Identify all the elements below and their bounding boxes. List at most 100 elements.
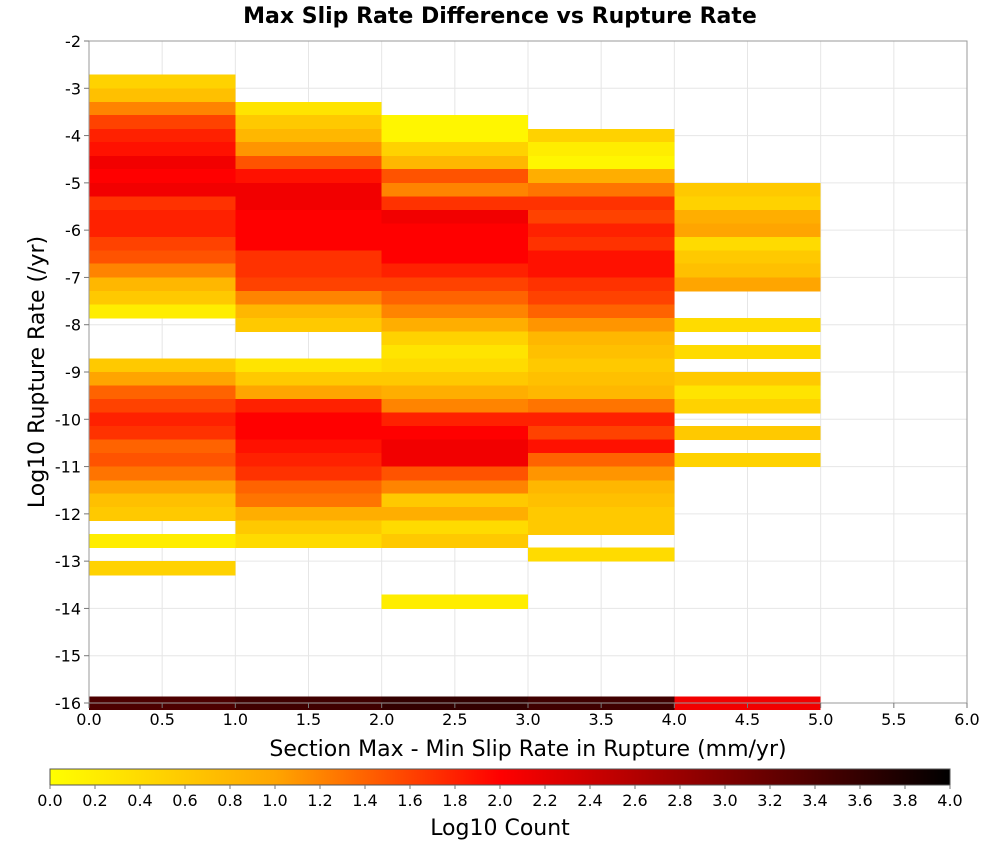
heatmap-cell	[381, 304, 528, 319]
heatmap-cell	[235, 142, 382, 157]
colorbar-tick-label: 2.2	[532, 791, 557, 810]
heatmap-cell	[381, 155, 528, 170]
x-axis-label: Section Max - Min Slip Rate in Rupture (…	[269, 737, 786, 762]
heatmap-cell	[528, 425, 675, 441]
y-tick-label: -14	[55, 599, 81, 618]
colorbar-tick-label: 1.0	[262, 791, 287, 810]
heatmap-cell	[235, 318, 382, 332]
heatmap-cell	[235, 182, 382, 198]
colorbar-tick-label: 3.8	[892, 791, 917, 810]
heatmap-cell	[381, 128, 528, 143]
colorbar-tick-label: 2.4	[577, 791, 602, 810]
heatmap-cell	[528, 291, 675, 305]
heatmap-cell	[381, 182, 528, 198]
y-tick-label: -6	[65, 221, 81, 240]
heatmap-cell	[235, 507, 382, 522]
x-tick-label: 4.5	[735, 710, 760, 729]
heatmap-cell	[528, 398, 675, 414]
heatmap-cell	[674, 372, 821, 387]
heatmap-cell	[381, 209, 528, 225]
heatmap-cell	[89, 250, 236, 265]
heatmap-cell	[235, 452, 382, 468]
heatmap-cell	[528, 304, 675, 319]
heatmap-cell	[381, 425, 528, 441]
y-axis-label: Log10 Rupture Rate (/yr)	[25, 236, 50, 508]
heatmap-cell	[528, 493, 675, 508]
heatmap-cell	[235, 304, 382, 319]
y-tick-label: -8	[65, 316, 81, 335]
heatmap-cell	[89, 291, 236, 305]
heatmap-cell	[89, 182, 236, 198]
heatmap-cell	[674, 425, 821, 441]
heatmap-cell	[235, 439, 382, 454]
heatmap-cell	[381, 534, 528, 549]
heatmap-cell	[235, 480, 382, 495]
heatmap-cell	[235, 358, 382, 373]
heatmap-cell	[528, 250, 675, 265]
heatmap-cell	[235, 412, 382, 427]
heatmap-cell	[381, 520, 528, 535]
heatmap-cell	[235, 250, 382, 265]
heatmap-cell	[528, 439, 675, 454]
heatmap-cell	[89, 101, 236, 116]
heatmap-cell	[528, 236, 675, 252]
colorbar-tick-label: 2.8	[667, 791, 692, 810]
heatmap-cell	[381, 115, 528, 130]
heatmap-cell	[89, 304, 236, 319]
heatmap-cell	[381, 358, 528, 373]
heatmap-cell	[89, 398, 236, 414]
x-axis-ticks: 0.0 0.5 1.0 1.5 2.0 2.5 3.0 3.5 4.0 4.5 5.0 5.5 6.0	[76, 703, 980, 729]
heatmap-cell	[381, 439, 528, 454]
y-tick-label: -4	[65, 127, 81, 146]
x-tick-label: 3.5	[588, 710, 613, 729]
heatmap-cell	[381, 263, 528, 279]
heatmap-cell	[528, 169, 675, 184]
colorbar-tick-label: 3.2	[757, 791, 782, 810]
y-tick-label: -2	[65, 32, 81, 51]
heatmap-cell	[89, 425, 236, 441]
heatmap-cell	[381, 345, 528, 359]
heatmap-cell	[235, 223, 382, 238]
heatmap-cell	[381, 169, 528, 184]
heatmap-cells	[89, 74, 821, 711]
heatmap-cell	[89, 452, 236, 468]
heatmap-cell	[528, 155, 675, 170]
heatmap-cell	[674, 263, 821, 279]
heatmap-cell	[235, 277, 382, 292]
heatmap-cell	[674, 182, 821, 198]
heatmap-cell	[89, 561, 236, 576]
y-tick-label: -7	[65, 268, 81, 287]
x-tick-label: 6.0	[954, 710, 979, 729]
colorbar-tick-label: 1.8	[442, 791, 467, 810]
heatmap-cell	[528, 466, 675, 481]
heatmap-cell	[235, 385, 382, 400]
heatmap-cell	[528, 520, 675, 535]
heatmap-cell	[89, 263, 236, 279]
heatmap-cell	[528, 182, 675, 198]
heatmap-cell	[381, 372, 528, 387]
heatmap-cell	[381, 142, 528, 157]
x-tick-label: 0.0	[76, 710, 101, 729]
heatmap-cell	[381, 196, 528, 211]
heatmap-cell	[89, 142, 236, 157]
heatmap-cell	[381, 318, 528, 332]
heatmap-cell	[89, 236, 236, 252]
heatmap-cell	[674, 250, 821, 265]
heatmap-cell	[235, 493, 382, 508]
heatmap-cell	[235, 196, 382, 211]
heatmap-cell	[89, 74, 236, 89]
heatmap-cell	[89, 534, 236, 549]
colorbar-tick-label: 0.0	[37, 791, 62, 810]
y-tick-label: -15	[55, 647, 81, 666]
heatmap-cell	[381, 594, 528, 610]
colorbar-tick-label: 4.0	[937, 791, 962, 810]
heatmap-cell	[235, 466, 382, 481]
heatmap-cell	[235, 236, 382, 252]
heatmap-cell	[381, 466, 528, 481]
x-tick-label: 2.0	[369, 710, 394, 729]
heatmap-cell	[674, 452, 821, 468]
heatmap-cell	[528, 142, 675, 157]
heatmap-cell	[381, 223, 528, 238]
heatmap-cell	[89, 155, 236, 170]
